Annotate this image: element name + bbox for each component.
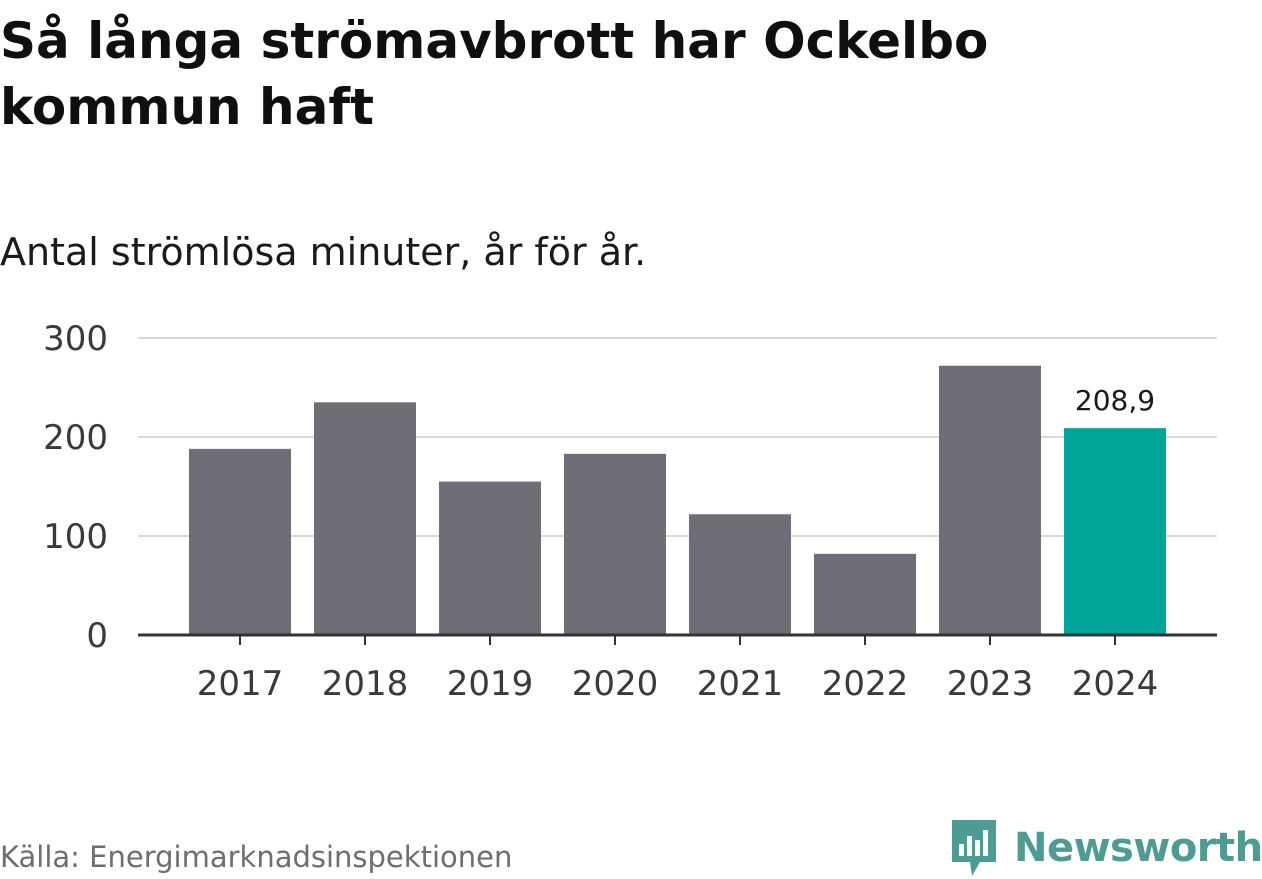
y-tick-label-0: 0 <box>86 616 108 656</box>
x-axis <box>138 633 1217 645</box>
chart-subtitle: Antal strömlösa minuter, år för år. <box>0 230 647 274</box>
bar-2020 <box>564 453 666 635</box>
x-tick-label-2018: 2018 <box>322 664 409 704</box>
y-tick-label-100: 100 <box>43 517 108 557</box>
bar-2022 <box>814 553 916 635</box>
x-tick-label-2022: 2022 <box>822 664 909 704</box>
bar-2023 <box>939 365 1041 635</box>
bar-2017 <box>189 448 291 635</box>
y-tick-label-200: 200 <box>43 418 108 458</box>
bars <box>189 365 1166 635</box>
y-axis-tick-labels: 0 100 200 300 <box>43 319 108 656</box>
x-axis-tick-labels: 2017 2018 2019 2020 2021 2022 2023 2024 <box>197 664 1159 704</box>
bar-2024 <box>1064 428 1166 635</box>
gridlines <box>138 337 1217 537</box>
chart-title: Så långa strömavbrott har Ockelbo kommun… <box>0 12 989 136</box>
bar-2021 <box>689 514 791 635</box>
data-labels: 208,9 <box>1075 384 1155 417</box>
x-tick-label-2017: 2017 <box>197 664 284 704</box>
brand-name: Newsworthy <box>1014 825 1262 871</box>
newsworthy-logo-icon <box>952 820 996 876</box>
source-note: Källa: Energimarknadsinspektionen <box>0 840 513 874</box>
x-tick-label-2023: 2023 <box>947 664 1034 704</box>
bar-2019 <box>439 481 541 635</box>
x-tick-label-2024: 2024 <box>1072 664 1159 704</box>
data-label-2024: 208,9 <box>1075 384 1155 417</box>
x-tick-label-2021: 2021 <box>697 664 784 704</box>
x-tick-label-2019: 2019 <box>447 664 534 704</box>
newsworthy-logo: Newsworthy <box>950 818 1262 878</box>
bar-2018 <box>314 402 416 635</box>
y-tick-label-300: 300 <box>43 319 108 359</box>
x-tick-label-2020: 2020 <box>572 664 659 704</box>
